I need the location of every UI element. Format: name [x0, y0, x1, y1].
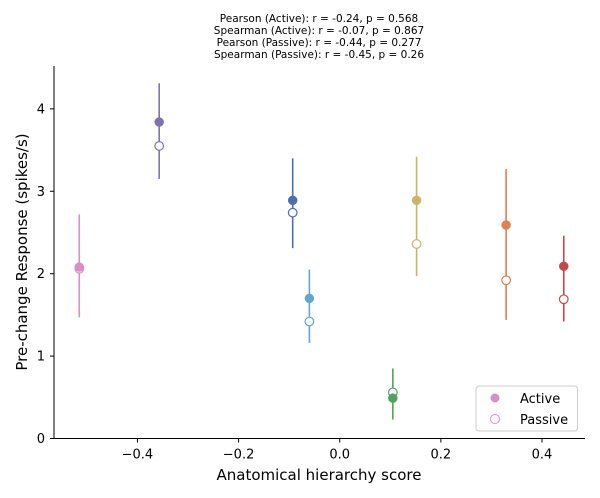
legend-active-label: Active — [520, 392, 560, 407]
passive-point — [304, 316, 315, 327]
title-line-4: Spearman (Passive): r = -0.45, p = 0.26 — [214, 49, 424, 61]
active-point — [154, 117, 164, 127]
passive-point — [558, 294, 569, 305]
y-tick-label: 1 — [37, 350, 45, 365]
x-tick-label: 0.4 — [532, 448, 553, 463]
y-axis-label: Pre-change Response (spikes/s) — [13, 133, 31, 370]
active-point — [74, 262, 85, 272]
y-tick-label: 2 — [37, 267, 45, 282]
y-tick-label: 4 — [37, 102, 45, 117]
active-point — [304, 293, 315, 304]
x-ticks: −0.4 −0.2 0.0 0.2 0.4 — [122, 438, 553, 463]
active-point — [287, 195, 298, 206]
axes — [53, 66, 585, 439]
x-tick-label: 0.2 — [431, 448, 452, 463]
legend-active-marker — [490, 393, 500, 403]
x-tick-label: 0.0 — [329, 448, 350, 463]
passive-point — [154, 141, 165, 151]
passive-point — [287, 207, 298, 218]
chart-title: Pearson (Active): r = -0.24, p = 0.568 S… — [214, 13, 425, 61]
legend-box — [475, 385, 578, 432]
x-axis-label: Anatomical hierarchy score — [217, 466, 422, 484]
legend: Active Passive — [475, 385, 578, 432]
active-point — [411, 195, 422, 206]
active-point — [559, 261, 569, 272]
active-point — [501, 220, 511, 230]
active-point — [388, 393, 398, 403]
x-tick-label: −0.4 — [122, 448, 154, 463]
y-tick-label: 0 — [37, 432, 45, 447]
passive-point — [411, 239, 422, 249]
title-line-2: Spearman (Active): r = -0.07, p = 0.867 — [214, 25, 424, 37]
x-tick-label: −0.2 — [223, 448, 255, 463]
y-tick-label: 3 — [37, 185, 45, 200]
passive-point — [501, 275, 512, 286]
legend-passive-marker — [490, 414, 500, 424]
data-marks — [74, 83, 569, 420]
title-line-1: Pearson (Active): r = -0.24, p = 0.568 — [220, 13, 418, 25]
title-line-3: Pearson (Passive): r = -0.44, p = 0.277 — [217, 37, 422, 49]
legend-passive-label: Passive — [520, 413, 568, 428]
y-ticks: 0 1 2 3 4 — [37, 102, 54, 447]
